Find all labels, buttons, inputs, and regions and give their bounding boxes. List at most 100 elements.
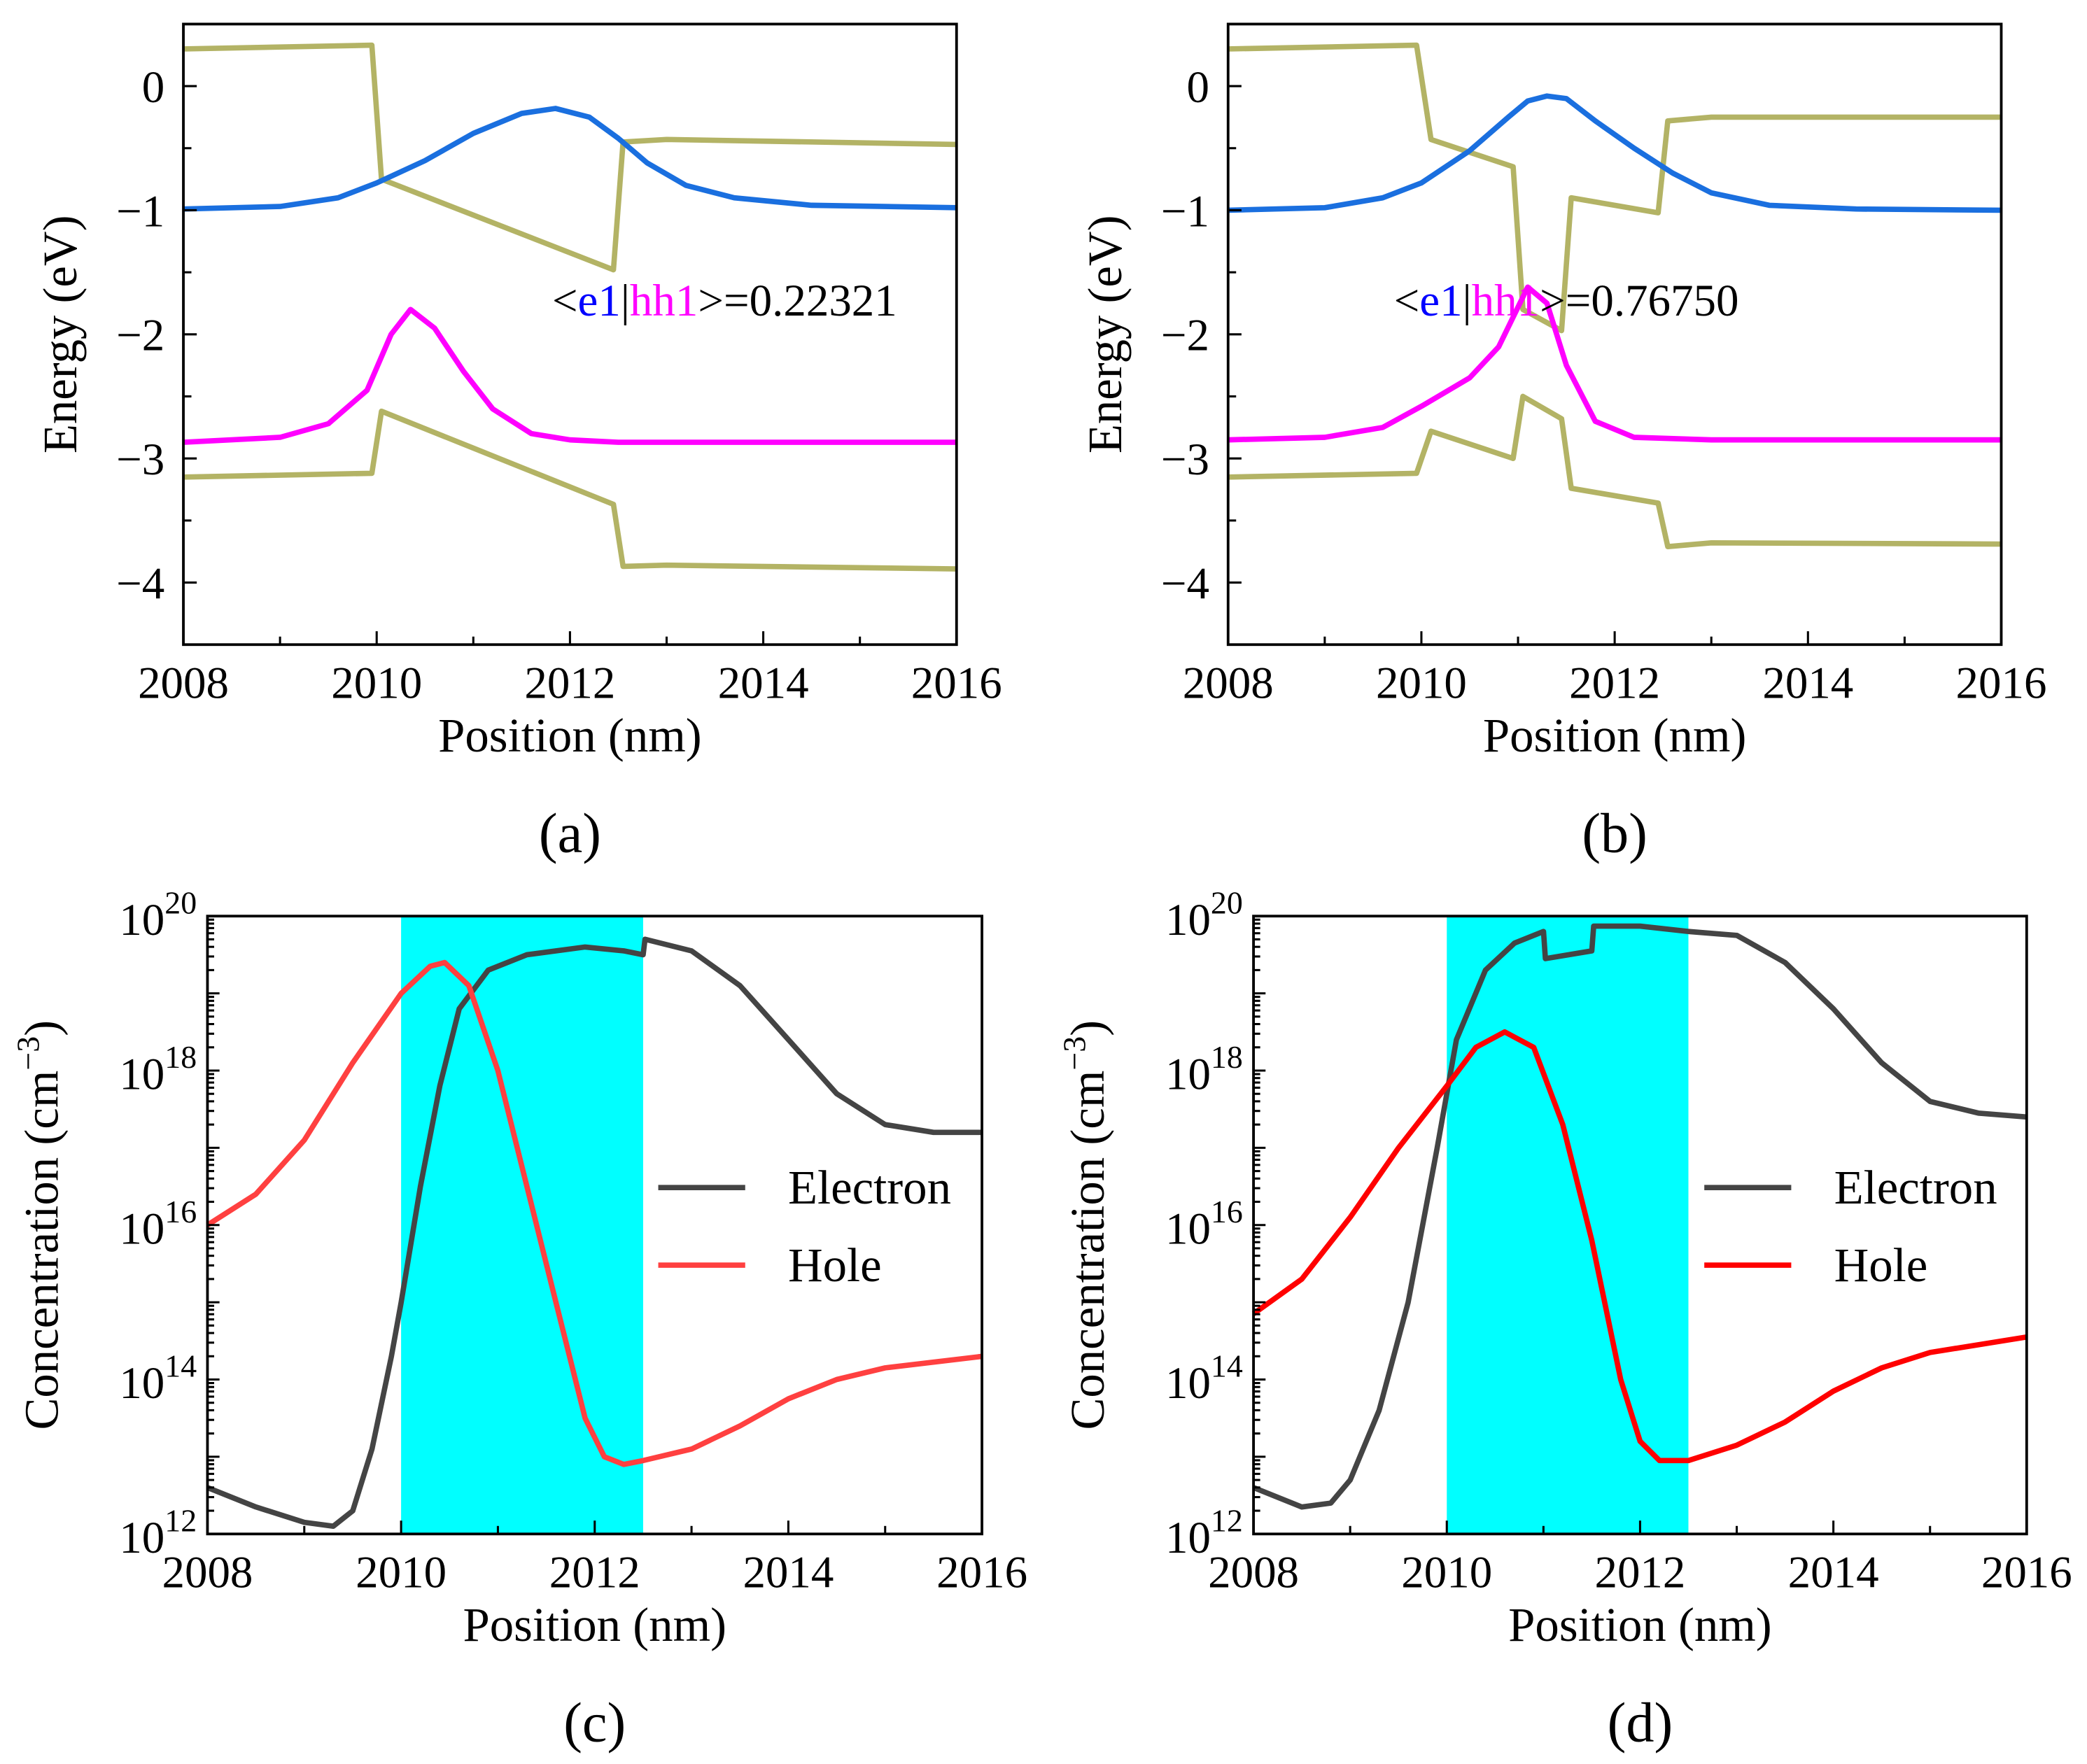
- legend: Electron Hole: [1704, 1161, 1997, 1292]
- x-tick-label: 2008: [1208, 1548, 1299, 1598]
- tick-exponent: 14: [1211, 1348, 1243, 1384]
- x-tick-label: 2012: [1594, 1548, 1685, 1598]
- y-label-end: ): [1061, 1020, 1114, 1036]
- tick-base: 10: [1165, 1358, 1211, 1409]
- y-tick-label: 1018: [1165, 1039, 1243, 1100]
- x-tick-label: 2008: [1183, 658, 1274, 709]
- annotation-part: e1: [1419, 276, 1462, 326]
- tick-exponent: 16: [164, 1194, 197, 1229]
- y-tick-label: 1012: [119, 1502, 197, 1563]
- x-tick-label: 2010: [1401, 1548, 1492, 1598]
- annotation-part: hh1: [1472, 276, 1540, 326]
- y-axis-label: Concentration (cm−3): [10, 1020, 69, 1430]
- series-electron: [206, 936, 983, 1529]
- tick-base: 10: [1165, 895, 1211, 945]
- y-tick-label: 1014: [1165, 1348, 1243, 1409]
- legend-label-electron: Electron: [788, 1161, 951, 1214]
- x-tick-label: 2016: [1956, 658, 2047, 709]
- series-electron: [1252, 923, 2028, 1510]
- y-tick-label: 1020: [1165, 884, 1243, 945]
- x-axis-label: Position (nm): [1508, 1598, 1772, 1651]
- x-tick-label: 2016: [911, 658, 1002, 709]
- y-tick-label: −1: [1161, 186, 1209, 237]
- y-tick-label: 0: [1187, 62, 1209, 113]
- series-e1: [1228, 93, 2002, 213]
- tick-exponent: 14: [164, 1348, 197, 1384]
- y-label-end: ): [15, 1020, 68, 1036]
- panel-caption: (b): [1582, 802, 1647, 864]
- annotation-part: e1: [578, 276, 621, 326]
- annotation-part: >=0.76750: [1540, 276, 1738, 326]
- tick-base: 10: [119, 1050, 164, 1100]
- x-tick-label: 2012: [524, 658, 615, 709]
- tick-exponent: 12: [1211, 1502, 1243, 1538]
- x-axis-label: Position (nm): [463, 1598, 727, 1651]
- x-tick-label: 2014: [743, 1548, 834, 1598]
- x-tick-label: 2012: [549, 1548, 640, 1598]
- x-tick-label: 2014: [718, 658, 809, 709]
- panel-caption: (c): [563, 1692, 626, 1754]
- x-axis-label: Position (nm): [438, 709, 702, 762]
- tick-base: 10: [1165, 1050, 1211, 1100]
- y-tick-label: −2: [116, 311, 164, 361]
- y-label-main: Concentration (cm: [15, 1071, 68, 1430]
- y-axis-label: Concentration (cm−3): [1056, 1020, 1114, 1430]
- annotation-part: |: [621, 276, 630, 326]
- x-tick-label: 2012: [1569, 658, 1660, 709]
- series-valence-band: [1228, 393, 2002, 549]
- legend: Electron Hole: [658, 1161, 951, 1292]
- y-tick-label: 1016: [119, 1194, 197, 1255]
- quantum-well-region: [401, 916, 643, 1534]
- tick-base: 10: [119, 1358, 164, 1409]
- panel-caption: (a): [539, 802, 601, 864]
- tick-exponent: 18: [164, 1039, 197, 1075]
- panel-caption: (d): [1608, 1692, 1673, 1754]
- x-tick-label: 2016: [936, 1548, 1027, 1598]
- y-tick-label: 0: [142, 62, 164, 113]
- y-tick-label: −1: [116, 186, 164, 237]
- series-hole: [1251, 1029, 2028, 1464]
- overlap-annotation: <e1|hh1>=0.76750: [1394, 276, 1739, 326]
- y-tick-label: −3: [1161, 435, 1209, 485]
- quantum-well-region: [1447, 916, 1689, 1534]
- y-tick-label: 1014: [119, 1348, 197, 1409]
- plot-frame: [182, 22, 958, 647]
- y-label-main: Concentration (cm: [1061, 1071, 1114, 1430]
- y-label-exponent: −3: [10, 1036, 46, 1071]
- series-conduction-band: [183, 42, 957, 273]
- y-tick-label: 1020: [119, 884, 197, 945]
- y-label-exponent: −3: [1056, 1036, 1092, 1071]
- series-hh1: [1228, 284, 2002, 443]
- series-conduction-band: [1228, 42, 2002, 334]
- overlap-annotation: <e1|hh1>=0.22321: [552, 276, 897, 326]
- y-tick-label: −3: [116, 435, 164, 485]
- series-e1: [183, 106, 957, 212]
- y-tick-label: 1016: [1165, 1194, 1243, 1255]
- panel-a: 2008 2010 2012 2014 2016 Position (nm) (a) 0 −1 −…: [34, 22, 1002, 864]
- series-hh1: [183, 306, 957, 445]
- tick-base: 10: [1165, 1513, 1211, 1563]
- legend-label-electron: Electron: [1834, 1161, 1997, 1214]
- annotation-part: <: [1394, 276, 1420, 326]
- x-axis-label: Position (nm): [1483, 709, 1747, 762]
- x-tick-label: 2014: [1788, 1548, 1879, 1598]
- y-tick-label: −4: [1161, 558, 1209, 609]
- y-tick-label: 1012: [1165, 1502, 1243, 1563]
- legend-label-hole: Hole: [1834, 1239, 1928, 1292]
- y-tick-label: −2: [1161, 311, 1209, 361]
- annotation-part: <: [552, 276, 578, 326]
- annotation-part: hh1: [630, 276, 698, 326]
- y-axis-label: Energy (eV): [1078, 215, 1132, 453]
- tick-exponent: 20: [164, 884, 197, 920]
- tick-base: 10: [119, 895, 164, 945]
- series-valence-band: [183, 408, 957, 572]
- y-tick-label: 1018: [119, 1039, 197, 1100]
- tick-exponent: 12: [164, 1502, 197, 1538]
- y-tick-label: −4: [116, 558, 164, 609]
- x-tick-label: 2008: [162, 1548, 253, 1598]
- tick-exponent: 18: [1211, 1039, 1243, 1075]
- tick-base: 10: [119, 1204, 164, 1255]
